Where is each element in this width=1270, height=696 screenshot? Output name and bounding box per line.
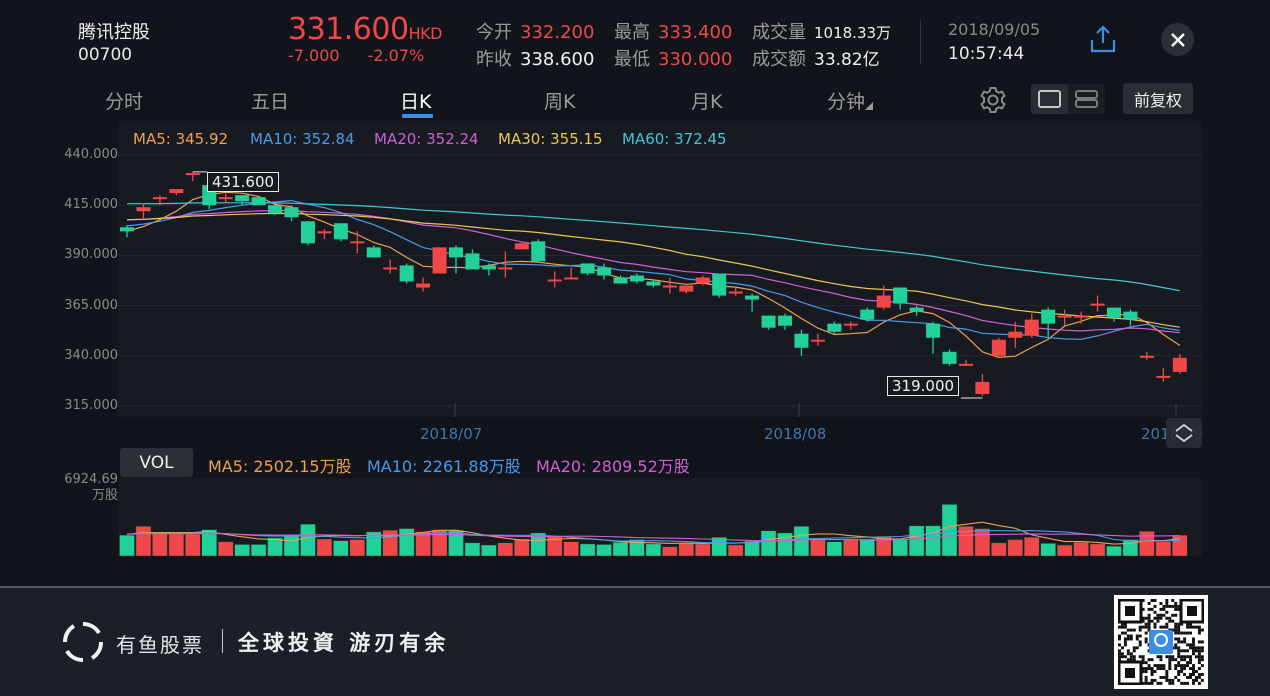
stat-label: 成交量 bbox=[752, 22, 806, 43]
quote-date: 2018/09/05 bbox=[948, 20, 1041, 39]
x-label: 2018/08 bbox=[764, 425, 827, 443]
stat-low: 最低 330.000 bbox=[614, 45, 732, 71]
stat-open: 今开 332.200 bbox=[476, 18, 594, 44]
tab-intraday[interactable]: 分时 bbox=[105, 91, 144, 113]
volume-plot bbox=[119, 504, 1188, 556]
currency: HKD bbox=[408, 24, 443, 43]
y-label: 415.000 bbox=[64, 197, 118, 212]
double-pane-icon bbox=[1075, 90, 1098, 108]
stat-label: 最低 bbox=[614, 49, 650, 70]
stat-value: 33.82亿 bbox=[814, 50, 880, 70]
ma10-legend: MA10: 352.84 bbox=[250, 130, 355, 148]
volume-indicator-button[interactable]: VOL bbox=[120, 448, 193, 477]
vol-ma10-legend: MA10: 2261.88万股 bbox=[367, 453, 521, 477]
ma5-legend: MA5: 345.92 bbox=[133, 130, 228, 148]
change-pct: -2.07% bbox=[367, 46, 425, 65]
high-annotation: 431.600 bbox=[207, 172, 280, 192]
single-pane-button[interactable] bbox=[1031, 84, 1068, 114]
ma30-label: MA30: 355.15 bbox=[498, 130, 603, 148]
volume-max-label: 6924.69 万股 bbox=[60, 472, 118, 504]
close-icon bbox=[1170, 32, 1185, 47]
ma30-legend: MA30: 355.15 bbox=[498, 130, 603, 148]
x-label: 2018/07 bbox=[420, 425, 483, 443]
ma60-legend: MA60: 372.45 bbox=[622, 130, 727, 148]
layout-toggle[interactable] bbox=[1031, 84, 1105, 114]
vol-ma20-legend: MA20: 2809.52万股 bbox=[536, 453, 690, 477]
gear-icon bbox=[980, 87, 1006, 113]
share-icon bbox=[1090, 25, 1116, 53]
tab-weekly-k[interactable]: 周K bbox=[544, 91, 576, 113]
quote-time: 10:57:44 bbox=[948, 44, 1025, 64]
qr-code bbox=[1114, 595, 1208, 689]
vol-ma20-label: MA20: 2809.52万股 bbox=[536, 457, 690, 476]
volume-max-value: 6924.69 bbox=[64, 472, 118, 487]
low-annotation: 319.000 bbox=[887, 376, 960, 396]
brand-logo bbox=[62, 621, 104, 663]
tab-minute-label: 分钟 bbox=[827, 91, 866, 113]
ma10-label: MA10: 352.84 bbox=[250, 130, 355, 148]
footer-banner bbox=[0, 588, 1270, 696]
stat-label: 成交额 bbox=[752, 49, 806, 70]
change-value: -7.000 bbox=[288, 46, 340, 65]
brand-logo-icon bbox=[63, 622, 103, 662]
stat-turnover: 成交额 33.82亿 bbox=[752, 45, 880, 71]
y-label: 440.000 bbox=[64, 147, 118, 162]
stat-value: 333.400 bbox=[658, 22, 733, 43]
brand-separator bbox=[222, 629, 223, 653]
volume-max-unit: 万股 bbox=[91, 488, 118, 503]
stat-volume: 成交量 1018.33万 bbox=[752, 18, 891, 44]
stat-label: 最高 bbox=[614, 22, 650, 43]
single-pane-icon bbox=[1038, 90, 1061, 108]
ma5-label: MA5: 345.92 bbox=[133, 130, 229, 148]
ma20-label: MA20: 352.24 bbox=[374, 130, 479, 148]
expand-chart-button[interactable] bbox=[1166, 418, 1202, 448]
expand-icon bbox=[1175, 423, 1193, 443]
qr-code-icon bbox=[1118, 599, 1204, 685]
stat-high: 最高 333.400 bbox=[614, 18, 732, 44]
y-label: 315.000 bbox=[64, 398, 118, 413]
vol-ma5-label: MA5: 2502.15万股 bbox=[208, 457, 352, 476]
current-price: 331.600HKD bbox=[288, 12, 442, 47]
brand-name: 有鱼股票 bbox=[116, 633, 204, 657]
y-label: 365.000 bbox=[64, 298, 118, 313]
brand-slogan: 全球投資 游刃有余 bbox=[238, 630, 450, 655]
tab-five-day[interactable]: 五日 bbox=[251, 91, 290, 113]
stat-value: 1018.33万 bbox=[814, 24, 892, 42]
double-pane-button[interactable] bbox=[1068, 84, 1105, 114]
stat-label: 今开 bbox=[476, 22, 512, 43]
stat-prev-close: 昨收 338.600 bbox=[476, 45, 594, 71]
stat-label: 昨收 bbox=[476, 49, 512, 70]
candlestick-plot bbox=[118, 154, 1202, 417]
share-button[interactable] bbox=[1088, 24, 1118, 54]
stat-value: 332.200 bbox=[520, 22, 595, 43]
ma20-legend: MA20: 352.24 bbox=[374, 130, 479, 148]
ma60-label: MA60: 372.45 bbox=[622, 130, 727, 148]
vol-ma10-label: MA10: 2261.88万股 bbox=[367, 457, 521, 476]
tab-minute[interactable]: 分钟 bbox=[827, 87, 874, 114]
price-adjust-button[interactable]: 前复权 bbox=[1123, 83, 1193, 114]
header-divider bbox=[920, 20, 921, 64]
vol-ma5-legend: MA5: 2502.15万股 bbox=[208, 453, 352, 477]
tab-daily-k[interactable]: 日K bbox=[400, 91, 432, 113]
close-button[interactable] bbox=[1161, 23, 1194, 56]
y-label: 340.000 bbox=[64, 348, 118, 363]
settings-button[interactable] bbox=[978, 85, 1008, 115]
stat-value: 338.600 bbox=[520, 49, 595, 70]
stat-value: 330.000 bbox=[658, 49, 733, 70]
stock-code: 00700 bbox=[78, 45, 133, 65]
stock-name: 腾讯控股 bbox=[78, 22, 150, 43]
footer-divider bbox=[0, 586, 1270, 588]
tab-monthly-k[interactable]: 月K bbox=[691, 91, 723, 113]
dropdown-triangle-icon bbox=[865, 102, 874, 110]
price-change: -7.000 -2.07% bbox=[288, 46, 452, 65]
active-tab-indicator bbox=[402, 114, 433, 118]
y-label: 390.000 bbox=[64, 247, 118, 262]
price-value: 331.600 bbox=[288, 12, 409, 47]
